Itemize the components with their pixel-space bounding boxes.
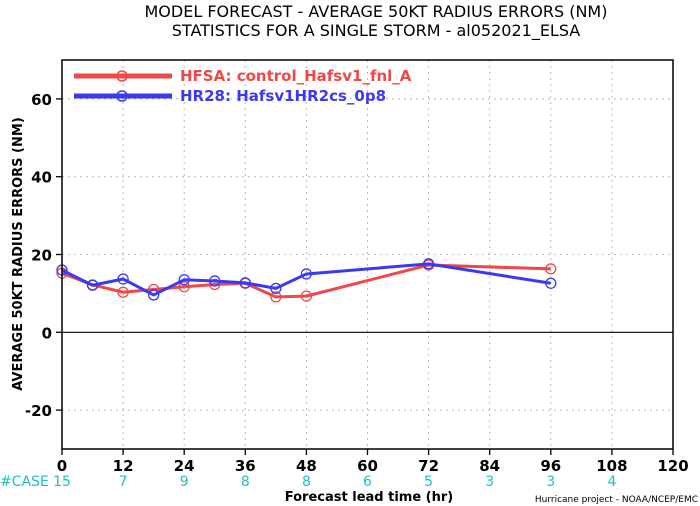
series-2-point [239, 277, 251, 289]
x-tick-label: 60 [357, 457, 378, 475]
series-2-point [117, 273, 129, 285]
series-2-point [209, 275, 221, 287]
grid [62, 60, 673, 449]
series-2-point [147, 289, 160, 301]
case-label: #CASE [0, 474, 49, 490]
case-count: 6 [363, 474, 372, 490]
series-2-point [545, 277, 557, 289]
series-layer [56, 258, 557, 303]
x-tick-label: 36 [235, 457, 256, 475]
x-tick-label: 96 [540, 457, 561, 475]
case-count: 8 [241, 474, 250, 490]
x-tick-label: 72 [418, 457, 439, 475]
x-tick-label: 84 [479, 457, 500, 475]
legend-marker-1 [116, 70, 128, 82]
series-2-point [178, 274, 190, 286]
case-count: 7 [119, 474, 128, 490]
case-count: 5 [424, 474, 433, 490]
y-tick-label: 20 [31, 247, 52, 265]
case-count: 3 [546, 474, 555, 490]
series-2-point [300, 268, 313, 280]
y-tick-label: -20 [25, 402, 52, 420]
series-1-point [117, 286, 129, 298]
axis-ticks: 0 12 24 36 48 60 72 84 96 108 120 -20 0 20 40 60 [25, 91, 689, 475]
x-tick-label: 108 [596, 457, 627, 475]
case-count: 3 [485, 474, 494, 490]
series-1-point [178, 281, 190, 293]
series-2-point [422, 258, 435, 270]
y-axis-label: AVERAGE 50KT RADIUS ERRORS (NM) [11, 117, 26, 391]
y-tick-label: 40 [31, 169, 52, 187]
series-2-point [270, 282, 282, 294]
x-tick-label: 120 [657, 457, 688, 475]
series-line-1 [61, 263, 551, 299]
y-tick-label: 0 [42, 324, 52, 342]
case-count: 15 [53, 474, 71, 490]
series-1-point [545, 263, 557, 275]
case-count: 9 [180, 474, 189, 490]
credit-text: Hurricane project - NOAA/NCEP/EMC [535, 495, 698, 505]
legend-label-1: HFSA: control_Hafsv1_fnl_A [180, 67, 412, 85]
case-count: 8 [302, 474, 311, 490]
series-1-point [300, 290, 313, 302]
x-tick-label: 12 [113, 457, 134, 475]
chart-title-line1: MODEL FORECAST - AVERAGE 50KT RADIUS ERR… [145, 2, 608, 21]
x-tick-label: 48 [296, 457, 317, 475]
series-line-2 [61, 262, 552, 297]
case-counts: 15 7 9 8 8 6 5 3 3 4 [53, 474, 616, 490]
x-axis-label: Forecast lead time (hr) [285, 490, 453, 505]
legend-marker-2 [116, 90, 128, 102]
x-tick-label: 0 [57, 457, 67, 475]
y-tick-label: 60 [31, 91, 52, 109]
x-tick-label: 24 [174, 457, 195, 475]
case-count: 4 [607, 474, 616, 490]
series-1-point [270, 291, 282, 303]
chart-title-line2: STATISTICS FOR A SINGLE STORM - al052021… [172, 21, 581, 41]
legend: HFSA: control_Hafsv1_fnl_A HR28: Hafsv1HR… [74, 67, 412, 105]
legend-label-2: HR28: Hafsv1HR2cs_0p8 [180, 87, 386, 105]
series-2-point [86, 279, 99, 291]
